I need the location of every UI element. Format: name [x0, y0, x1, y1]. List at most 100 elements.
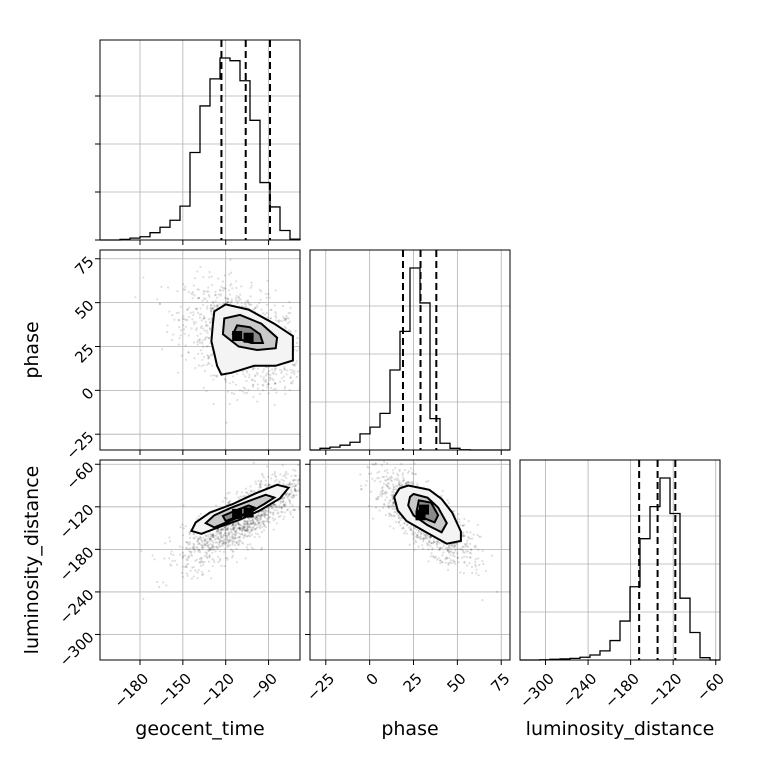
sample-point	[304, 480, 306, 482]
sample-point	[264, 292, 268, 295]
sample-point	[234, 523, 237, 527]
sample-point	[231, 523, 234, 526]
sample-point	[182, 527, 185, 530]
sample-point	[215, 504, 218, 507]
sample-point	[172, 333, 175, 336]
sample-point	[200, 570, 204, 573]
sample-point	[465, 544, 469, 547]
sample-point	[237, 523, 240, 526]
sample-point	[210, 306, 213, 309]
sample-point	[445, 556, 449, 559]
sample-point	[282, 315, 285, 318]
sample-point	[213, 534, 217, 537]
sample-point	[237, 296, 240, 299]
sample-point	[403, 522, 406, 525]
sample-point	[237, 296, 241, 299]
sample-point	[274, 475, 278, 479]
sample-point	[291, 363, 294, 366]
sample-point	[210, 374, 213, 377]
sample-point	[259, 486, 262, 489]
sample-point	[230, 528, 233, 531]
sample-point	[205, 363, 208, 366]
sample-point	[195, 535, 198, 538]
sample-point	[373, 479, 376, 482]
sample-point	[288, 500, 291, 503]
sample-point	[376, 471, 379, 474]
sample-point	[243, 528, 247, 531]
sample-point	[416, 535, 419, 539]
sample-point	[227, 297, 230, 301]
sample-point	[259, 524, 262, 527]
sample-point	[384, 490, 387, 493]
sample-point	[283, 317, 286, 320]
sample-point	[462, 534, 465, 538]
sample-point	[246, 528, 249, 531]
sample-point	[372, 463, 376, 466]
sample-point	[237, 532, 240, 535]
sample-point	[410, 467, 413, 470]
sample-point	[192, 321, 195, 324]
sample-point	[260, 514, 263, 517]
sample-point	[228, 544, 232, 547]
sample-point	[314, 476, 316, 478]
sample-point	[422, 537, 425, 540]
sample-point	[424, 534, 427, 537]
sample-point	[304, 488, 306, 490]
sample-point	[265, 483, 268, 486]
sample-point	[289, 502, 292, 505]
sample-point	[462, 534, 465, 537]
sample-point	[282, 475, 285, 478]
sample-point	[274, 289, 277, 292]
sample-point	[248, 525, 251, 529]
sample-point	[185, 565, 188, 569]
sample-point	[241, 533, 244, 536]
sample-point	[195, 328, 198, 332]
sample-point	[202, 546, 205, 549]
sample-point	[392, 501, 395, 504]
sample-point	[439, 559, 442, 562]
sample-point	[387, 506, 390, 509]
panel-geocent_time-phase	[95, 249, 309, 455]
sample-point	[490, 554, 494, 557]
sample-point	[210, 307, 214, 311]
sample-point	[394, 507, 397, 510]
sample-point	[169, 563, 172, 566]
sample-point	[391, 507, 394, 510]
sample-point	[224, 541, 228, 544]
sample-point	[198, 316, 202, 319]
sample-point	[267, 293, 270, 296]
sample-point	[203, 537, 207, 541]
sample-point	[307, 363, 309, 365]
sample-point	[239, 528, 242, 531]
sample-point	[209, 308, 212, 312]
sample-point	[242, 494, 245, 498]
sample-point	[453, 555, 456, 558]
sample-point	[469, 542, 472, 546]
sample-point	[392, 485, 395, 489]
sample-point	[392, 527, 395, 530]
sample-point	[275, 391, 278, 394]
sample-point	[463, 560, 466, 564]
sample-point	[249, 519, 253, 523]
sample-point	[279, 320, 283, 323]
sample-point	[425, 480, 428, 483]
sample-point	[392, 505, 395, 508]
sample-point	[202, 563, 205, 566]
sample-point	[423, 536, 426, 540]
sample-point	[206, 544, 209, 547]
sample-point	[462, 546, 465, 549]
sample-point	[386, 504, 389, 507]
sample-point	[230, 537, 234, 540]
sample-point	[243, 526, 246, 529]
sample-point	[248, 517, 251, 520]
sample-point	[328, 469, 330, 471]
x-tick-label: −25	[303, 670, 338, 705]
sample-point	[292, 495, 296, 498]
sample-point	[277, 506, 281, 509]
sample-point	[391, 469, 394, 472]
sample-point	[284, 385, 287, 388]
sample-point	[441, 554, 444, 557]
sample-point	[242, 536, 245, 540]
sample-point	[294, 474, 297, 477]
sample-point	[210, 577, 213, 580]
